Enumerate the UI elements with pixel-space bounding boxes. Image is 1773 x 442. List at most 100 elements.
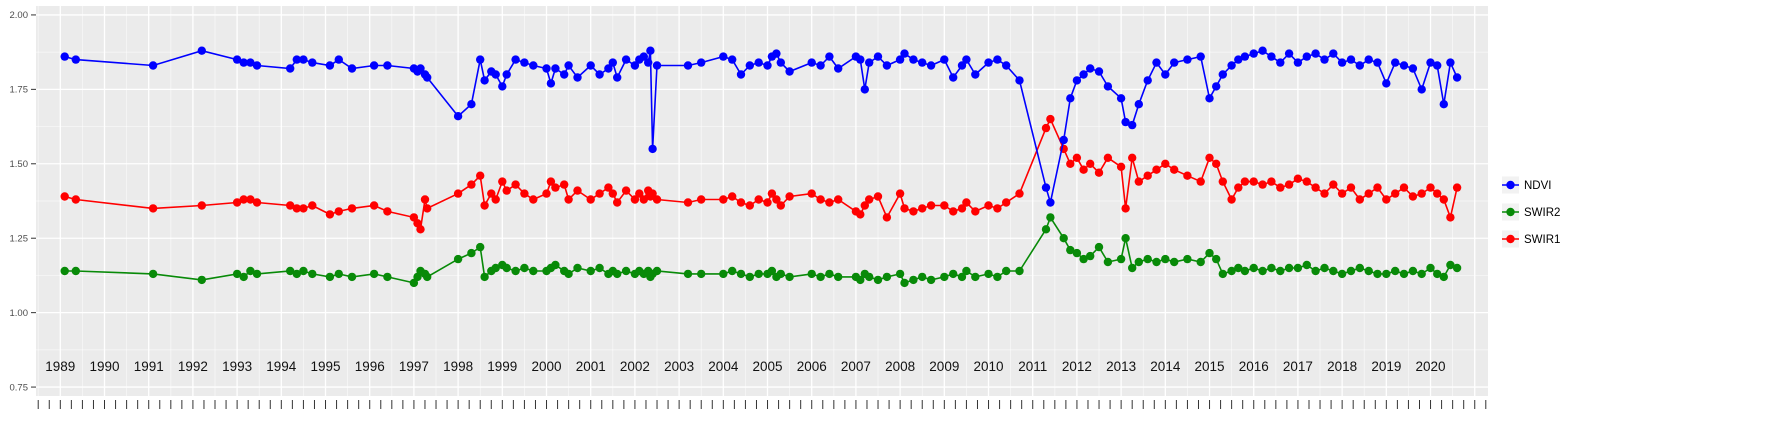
data-point bbox=[1329, 49, 1338, 58]
data-point bbox=[785, 272, 794, 282]
data-point bbox=[608, 58, 617, 67]
data-point bbox=[1234, 263, 1243, 273]
data-point bbox=[1258, 266, 1267, 276]
data-point bbox=[252, 198, 262, 207]
data-point bbox=[630, 195, 640, 204]
data-point bbox=[635, 189, 644, 198]
data-point bbox=[962, 198, 971, 207]
data-point bbox=[971, 70, 980, 79]
data-point bbox=[564, 61, 573, 70]
data-point bbox=[529, 195, 538, 204]
data-point bbox=[197, 201, 206, 210]
data-point bbox=[683, 198, 693, 207]
data-point bbox=[1320, 263, 1329, 273]
data-point bbox=[502, 263, 511, 273]
legend: NDVI SWIR2 SWIR1 bbox=[1502, 176, 1560, 248]
data-point bbox=[856, 210, 865, 219]
data-point bbox=[865, 195, 874, 204]
data-point bbox=[1382, 195, 1391, 204]
y-tick-label: 0.75 bbox=[10, 382, 29, 393]
x-tick-label: 2010 bbox=[974, 359, 1004, 374]
data-point bbox=[882, 213, 892, 222]
x-tick-label: 2004 bbox=[708, 359, 739, 374]
data-point bbox=[1302, 260, 1312, 270]
x-tick-label: 2001 bbox=[576, 359, 606, 374]
data-point bbox=[856, 275, 865, 285]
data-point bbox=[1267, 177, 1276, 186]
data-point bbox=[918, 272, 927, 282]
data-point bbox=[683, 61, 693, 70]
data-point bbox=[984, 201, 993, 210]
data-point bbox=[1116, 254, 1126, 264]
data-point bbox=[1320, 55, 1329, 64]
data-point bbox=[1452, 73, 1462, 82]
data-point bbox=[1227, 266, 1236, 276]
data-point bbox=[1302, 52, 1312, 61]
data-point bbox=[325, 272, 335, 282]
data-point bbox=[1408, 266, 1418, 276]
data-point bbox=[1382, 79, 1391, 88]
data-point bbox=[728, 55, 737, 64]
data-point bbox=[1218, 269, 1228, 279]
data-point bbox=[1134, 257, 1144, 267]
data-point bbox=[467, 180, 476, 189]
data-point bbox=[719, 195, 728, 204]
data-point bbox=[873, 275, 883, 285]
data-point bbox=[772, 49, 781, 58]
data-point bbox=[1329, 180, 1338, 189]
legend-marker bbox=[1506, 207, 1515, 217]
gridlines bbox=[36, 6, 1488, 396]
data-point bbox=[1249, 49, 1258, 58]
data-point bbox=[882, 61, 892, 70]
data-point bbox=[1196, 177, 1205, 186]
data-point bbox=[1143, 254, 1152, 264]
x-tick-label: 2009 bbox=[929, 359, 959, 374]
x-tick-label: 1990 bbox=[89, 359, 119, 374]
data-point bbox=[834, 195, 843, 204]
data-point bbox=[639, 195, 648, 204]
data-point bbox=[1249, 263, 1258, 273]
data-point bbox=[1183, 254, 1192, 264]
data-point bbox=[1258, 46, 1267, 55]
data-point bbox=[1446, 58, 1455, 67]
legend-label: SWIR1 bbox=[1524, 234, 1560, 246]
data-point bbox=[754, 269, 763, 279]
data-point bbox=[613, 198, 622, 207]
x-tick-label: 2016 bbox=[1239, 359, 1269, 374]
data-point bbox=[60, 192, 69, 201]
data-point bbox=[1355, 61, 1365, 70]
data-point bbox=[491, 263, 500, 273]
data-point bbox=[595, 70, 604, 79]
data-point bbox=[767, 189, 777, 198]
x-tick-label: 2008 bbox=[885, 359, 915, 374]
data-point bbox=[1364, 55, 1373, 64]
data-point bbox=[573, 73, 582, 82]
data-point bbox=[1086, 159, 1095, 168]
data-point bbox=[520, 58, 529, 67]
data-point bbox=[909, 55, 918, 64]
x-tick-label: 1989 bbox=[45, 359, 75, 374]
x-tick-label: 2015 bbox=[1195, 359, 1225, 374]
data-point bbox=[1284, 180, 1294, 189]
data-point bbox=[604, 183, 613, 192]
data-point bbox=[299, 266, 308, 276]
data-point bbox=[736, 269, 746, 279]
x-tick-label: 2013 bbox=[1106, 359, 1136, 374]
data-point bbox=[551, 64, 560, 73]
data-point bbox=[453, 189, 463, 198]
data-point bbox=[1337, 269, 1347, 279]
x-tick-label: 1997 bbox=[399, 359, 429, 374]
data-point bbox=[71, 55, 81, 64]
data-point bbox=[834, 272, 843, 282]
data-point bbox=[511, 266, 520, 276]
data-point bbox=[776, 58, 785, 67]
data-point bbox=[369, 269, 379, 279]
data-point bbox=[1284, 49, 1294, 58]
x-tick-label: 2002 bbox=[620, 359, 650, 374]
data-point bbox=[334, 55, 343, 64]
data-point bbox=[595, 263, 604, 273]
data-point bbox=[816, 272, 825, 282]
series-swir1 bbox=[60, 114, 1462, 234]
data-point bbox=[1284, 263, 1294, 273]
data-point bbox=[71, 266, 81, 276]
